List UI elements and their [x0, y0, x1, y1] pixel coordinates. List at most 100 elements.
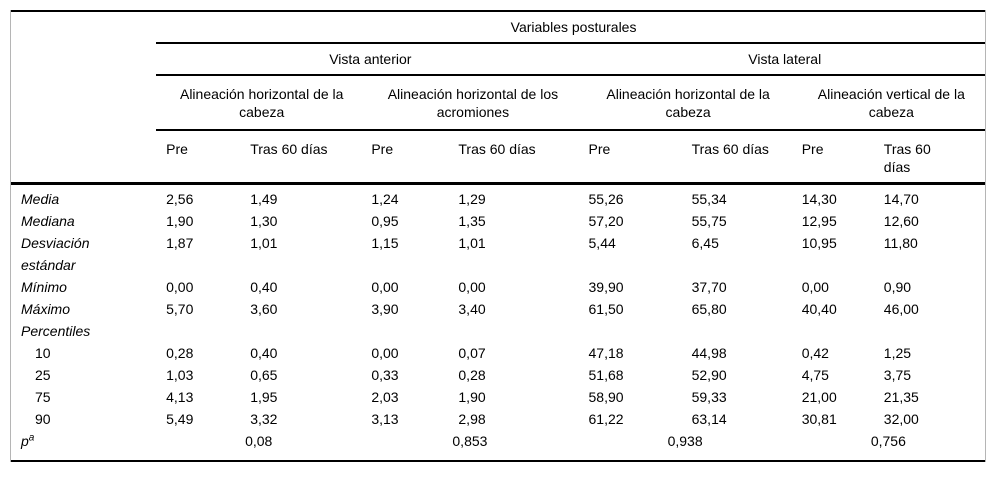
value-cell: 47,18 — [588, 344, 624, 361]
table-title: Variables posturales — [156, 11, 985, 44]
table-row: 90 5,49 3,32 3,13 2,98 61,22 63,14 30,81 32,00 — [11, 408, 985, 430]
table-row: Mínimo 0,00 0,40 0,00 0,00 39,90 37,70 0,00 0,90 — [11, 276, 985, 298]
table-row: 25 1,03 0,65 0,33 0,28 51,68 52,90 4,75 3,75 — [11, 364, 985, 386]
value-cell — [792, 320, 874, 342]
value-cell: 1,03 — [166, 366, 194, 383]
value-cell — [361, 320, 448, 342]
value-cell: 1,29 — [458, 190, 486, 207]
value-cell: 1,49 — [250, 190, 278, 207]
value-cell: 1,24 — [371, 190, 399, 207]
header-row-periods: Pre Tras 60 días Pre Tras 60 días Pre Tr… — [11, 130, 985, 185]
value-cell: 5,70 — [166, 300, 194, 317]
p-row-label: pa — [11, 430, 156, 461]
value-cell — [448, 320, 578, 342]
table-row: Desviación estándar 1,87 1,01 1,15 1,01 5,44 6… — [11, 232, 985, 276]
row-label: Mediana — [21, 212, 75, 229]
value-cell: 46,00 — [883, 300, 919, 317]
value-cell: 1,15 — [371, 234, 399, 251]
period-header-tras-4-label: Tras 60 días — [883, 141, 931, 175]
table-row: Percentiles — [11, 320, 985, 342]
value-cell: 37,70 — [691, 278, 727, 295]
value-cell — [579, 320, 682, 342]
postural-variables-table: Variables posturales Vista anterior Vist… — [11, 10, 985, 462]
value-cell: 3,32 — [250, 410, 278, 427]
value-cell — [240, 320, 361, 342]
value-cell: 3,40 — [458, 300, 486, 317]
value-cell: 0,65 — [250, 366, 278, 383]
table-row: 10 0,28 0,40 0,00 0,07 47,18 44,98 0,42 1,25 — [11, 342, 985, 364]
value-cell: 0,28 — [166, 344, 194, 361]
row-label: 90 — [35, 410, 51, 427]
value-cell: 40,40 — [801, 300, 837, 317]
period-header-pre-1: Pre — [156, 130, 241, 185]
corner-cell — [11, 11, 157, 185]
value-cell: 4,13 — [166, 388, 194, 405]
period-header-tras-2: Tras 60 días — [448, 130, 579, 185]
value-cell: 0,00 — [801, 278, 829, 295]
value-cell: 44,98 — [691, 344, 727, 361]
value-cell: 1,90 — [166, 212, 194, 229]
value-cell: 30,81 — [801, 410, 837, 427]
value-cell: 3,60 — [250, 300, 278, 317]
row-label: 75 — [35, 388, 51, 405]
value-cell: 55,75 — [691, 212, 727, 229]
value-cell: 21,00 — [801, 388, 837, 405]
row-label: Percentiles — [21, 322, 91, 339]
value-cell: 0,90 — [883, 278, 912, 295]
row-label: 10 — [35, 344, 51, 361]
period-header-tras-3: Tras 60 días — [681, 130, 792, 185]
value-cell: 51,68 — [588, 366, 624, 383]
value-cell: 0,42 — [801, 344, 829, 361]
header-row-measures: Alineación horizontal de la cabeza Aline… — [11, 75, 985, 131]
p-value-cell: 0,853 — [452, 432, 488, 449]
table-header: Variables posturales Vista anterior Vist… — [11, 11, 985, 185]
value-cell: 63,14 — [691, 410, 727, 427]
period-header-tras-1: Tras 60 días — [240, 130, 362, 185]
table-row: Máximo 5,70 3,60 3,90 3,40 61,50 65,80 40,40 46,… — [11, 298, 985, 320]
value-cell: 1,95 — [250, 388, 278, 405]
row-label: Desviación estándar — [21, 234, 90, 273]
value-cell: 0,00 — [458, 278, 486, 295]
p-value-row: pa 0,08 0,853 0,938 0,756 — [11, 430, 985, 461]
row-label: Máximo — [21, 300, 71, 317]
period-header-pre-3: Pre — [578, 130, 682, 185]
value-cell: 14,30 — [801, 190, 837, 207]
value-cell: 0,40 — [250, 278, 278, 295]
value-cell: 14,70 — [883, 190, 919, 207]
value-cell: 0,07 — [458, 344, 486, 361]
row-label: Mínimo — [21, 278, 67, 295]
value-cell: 12,95 — [801, 212, 837, 229]
row-label: 25 — [35, 366, 51, 383]
value-cell: 58,90 — [588, 388, 624, 405]
value-cell: 55,34 — [691, 190, 727, 207]
value-cell: 5,44 — [588, 234, 616, 251]
value-cell: 3,13 — [371, 410, 399, 427]
period-header-pre-4: Pre — [791, 130, 874, 185]
value-cell: 2,98 — [458, 410, 486, 427]
period-header-pre-2: Pre — [361, 130, 449, 185]
value-cell: 39,90 — [588, 278, 624, 295]
value-cell: 1,01 — [250, 234, 278, 251]
table-body: Media 2,56 1,49 1,24 1,29 55,26 55,34 14,30 14,7… — [11, 183, 985, 461]
measure-header-horizontal-cabeza-anterior: Alineación horizontal de la cabeza — [156, 75, 362, 131]
value-cell: 0,28 — [458, 366, 486, 383]
value-cell: 12,60 — [883, 212, 919, 229]
value-cell: 2,56 — [166, 190, 194, 207]
p-value-cell: 0,938 — [667, 432, 703, 449]
value-cell: 61,22 — [588, 410, 624, 427]
value-cell: 0,95 — [371, 212, 399, 229]
value-cell: 11,80 — [883, 234, 918, 251]
p-symbol: p — [21, 432, 29, 449]
table-row: 75 4,13 1,95 2,03 1,90 58,90 59,33 21,00 21,35 — [11, 386, 985, 408]
value-cell: 21,35 — [883, 388, 919, 405]
value-cell: 61,50 — [588, 300, 624, 317]
value-cell: 10,95 — [801, 234, 837, 251]
measure-header-horizontal-acromiones: Alineación horizontal de los acromiones — [361, 75, 579, 131]
value-cell: 6,45 — [691, 234, 719, 251]
value-cell: 1,25 — [883, 344, 912, 361]
value-cell: 1,01 — [458, 234, 486, 251]
row-label: Media — [21, 190, 60, 207]
value-cell: 3,75 — [883, 366, 912, 383]
value-cell: 2,03 — [371, 388, 399, 405]
value-cell — [682, 320, 792, 342]
